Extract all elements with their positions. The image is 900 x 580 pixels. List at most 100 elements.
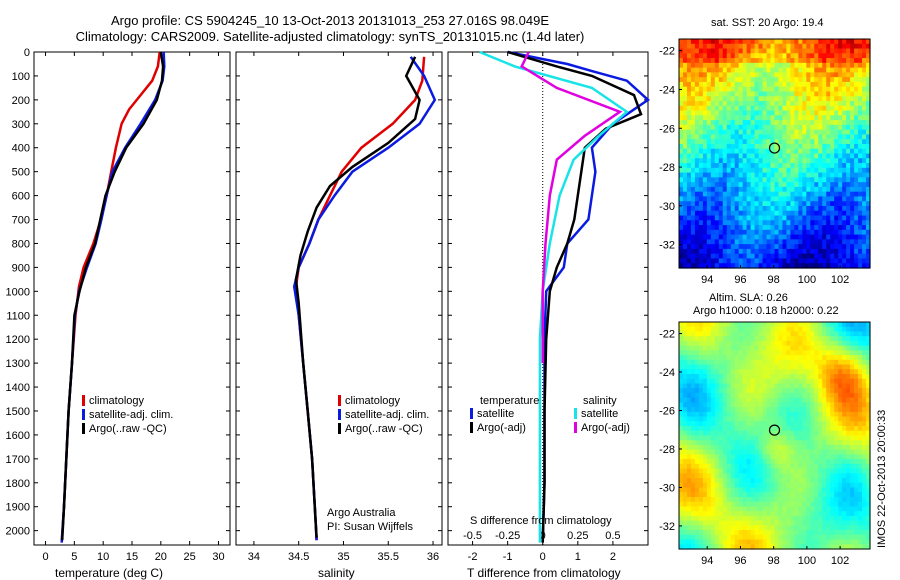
sst-map-cell — [690, 258, 696, 264]
sla-map-cell — [722, 430, 728, 437]
sst-map-cell — [730, 115, 736, 121]
sst-map-cell — [742, 53, 748, 59]
sst-map-cell — [826, 53, 831, 59]
sla-map-cell — [810, 374, 815, 380]
sla-map-cell — [846, 340, 851, 347]
difference-series-2 — [479, 50, 629, 543]
sst-map-cell — [770, 205, 776, 212]
sst-map-cell — [818, 143, 823, 150]
sla-map-cell — [718, 520, 724, 526]
temperature-series-2 — [60, 51, 165, 541]
sst-map-cell — [742, 67, 748, 73]
sst-map-cell — [838, 225, 843, 231]
sst-map-cell — [846, 158, 851, 164]
sla-map-cell — [810, 515, 815, 522]
sst-map-cell — [858, 167, 863, 174]
sla-map-cell — [722, 520, 728, 526]
sla-map-cell — [866, 326, 871, 333]
sla-map-cell — [722, 501, 728, 508]
sst-map-cell — [866, 43, 871, 50]
sla-map-cell — [730, 463, 736, 470]
sla-map-cell — [690, 402, 696, 408]
sst-map-cell — [690, 91, 696, 97]
sst-map-cell — [770, 115, 776, 121]
sla-map-cell — [830, 388, 835, 394]
sst-map-cell — [862, 62, 867, 69]
sla-map-cell — [862, 326, 867, 333]
sla-map-cell — [822, 416, 827, 422]
sla-map-cell — [762, 378, 768, 385]
sla-map-cell — [742, 449, 748, 456]
sla-map-cell — [698, 374, 704, 380]
sla-map-cell — [770, 525, 776, 531]
sst-map-cell — [794, 81, 799, 88]
sst-map-cell — [854, 158, 859, 164]
sst-map-cell — [802, 167, 807, 174]
sst-map-cell — [714, 105, 720, 112]
sst-map-cell — [718, 48, 724, 54]
sst-map-cell — [758, 72, 764, 78]
sst-map-cell — [698, 263, 704, 269]
sla-map-cell — [834, 426, 839, 432]
sst-map-cell — [802, 225, 807, 231]
sla-map-cell — [742, 454, 748, 460]
sla-map-cell — [834, 530, 839, 536]
sla-map-cell — [842, 421, 847, 427]
sla-map-cell — [698, 407, 704, 413]
sla-map-cell — [726, 534, 732, 541]
sla-map-cell — [679, 496, 684, 503]
sst-map-cell — [786, 120, 792, 126]
sla-map-cell — [866, 449, 871, 456]
sla-map-cell — [818, 397, 823, 403]
sst-map-cell — [818, 129, 823, 136]
sst-map-cell — [738, 253, 744, 260]
sst-map-cell — [826, 62, 831, 69]
sla-map-cell — [830, 449, 835, 456]
sla-map-cell — [706, 482, 712, 489]
sla-map-cell — [842, 364, 847, 370]
sst-map-cell — [679, 67, 684, 73]
sla-map-cell — [734, 350, 740, 356]
sla-map-cell — [766, 515, 772, 522]
sla-map-cell — [706, 411, 712, 418]
sla-map-cell — [838, 397, 843, 403]
sla-map-cell — [766, 402, 772, 408]
sst-map-cell — [722, 244, 728, 250]
sst-map-cell — [782, 67, 788, 73]
sst-map-cell — [742, 158, 748, 164]
sla-map-cell — [706, 501, 712, 508]
sst-map-cell — [810, 205, 815, 212]
sla-map-cell — [730, 506, 736, 512]
sst-map-cell — [718, 148, 724, 155]
sst-map-cell — [698, 177, 704, 183]
sst-map-cell — [810, 263, 815, 269]
sla-map-cell — [818, 421, 823, 427]
sst-map-cell — [818, 148, 823, 155]
sla-map-cell — [818, 468, 823, 474]
sst-map-cell — [679, 163, 684, 169]
sst-map-cell — [850, 248, 855, 255]
sla-map-cell — [794, 421, 799, 427]
sst-map-cell — [730, 129, 736, 136]
sst-map-cell — [718, 239, 724, 245]
sla-map-cell — [706, 487, 712, 493]
sla-map-cell — [842, 487, 847, 493]
sla-map-cell — [742, 492, 748, 498]
sla-map-cell — [714, 421, 720, 427]
sla-map-cell — [858, 322, 863, 328]
sla-map-cell — [718, 397, 724, 403]
sla-map-cell — [818, 506, 823, 512]
sst-map-cell — [746, 163, 752, 169]
sla-map-cell — [694, 416, 700, 422]
sst-map-cell — [802, 81, 807, 88]
sst-map-cell — [702, 253, 708, 260]
sla-map-cell — [718, 492, 724, 498]
sst-map-cell — [682, 229, 688, 236]
temperature-series-0 — [60, 51, 161, 543]
sst-map-cell — [802, 58, 807, 64]
sst-map-cell — [694, 143, 700, 150]
sst-map-cell — [858, 220, 863, 226]
sla-map-cell — [698, 345, 704, 351]
sst-map-cell — [754, 177, 760, 183]
sst-map-cell — [766, 253, 772, 260]
